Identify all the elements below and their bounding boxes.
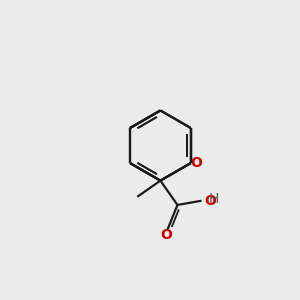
Text: O: O — [204, 194, 216, 208]
Text: O: O — [190, 156, 202, 170]
Text: H: H — [208, 192, 219, 206]
Text: O: O — [160, 228, 172, 242]
